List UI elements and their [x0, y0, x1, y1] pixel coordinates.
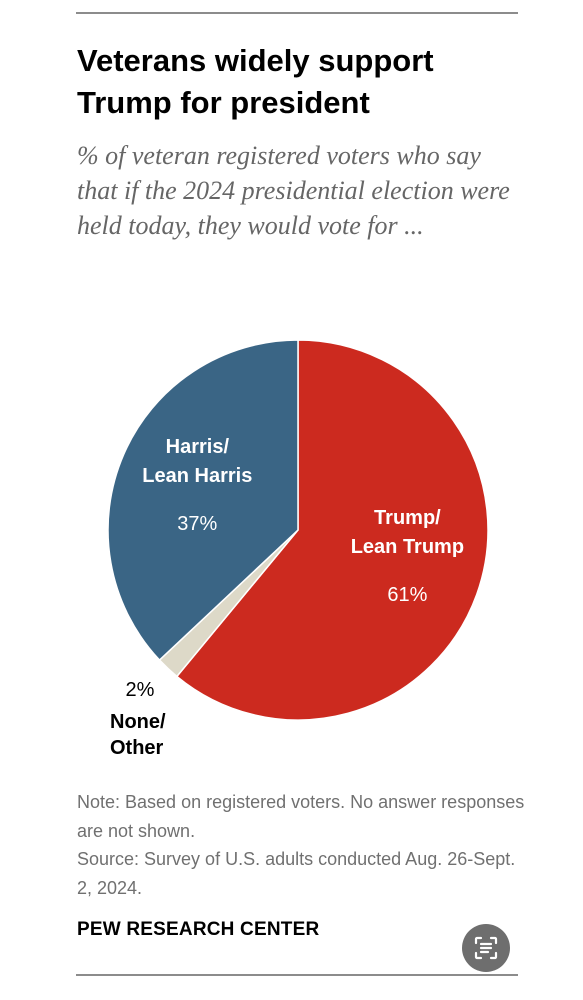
slice-name-line1-3: Harris/: [166, 436, 230, 458]
chart-subtitle: % of veteran registered voters who say t…: [77, 141, 510, 240]
pie-slices: [107, 339, 489, 721]
chart-title: Veterans widely support Trump for presid…: [77, 43, 434, 120]
slice-name-line2-1: Lean Trump: [351, 536, 464, 558]
pie-slice-1: [175, 339, 489, 721]
bottom-rule: [76, 974, 518, 976]
pie-slice-3: [107, 339, 299, 662]
slice-name-line2-3: Lean Harris: [142, 465, 252, 487]
note-block: Note: Based on registered voters. No ans…: [77, 788, 527, 902]
pie-labels: Trump/Lean Trump 61% 2% None/Other Harris/Le…: [110, 436, 464, 759]
scan-text-button[interactable]: [462, 924, 510, 972]
slice-value-label-1: 61%: [387, 584, 427, 606]
note-text: Note: Based on registered voters. No ans…: [77, 792, 525, 841]
slice-name-line1-2: None/: [110, 711, 166, 733]
scan-text-icon: [474, 936, 498, 960]
top-rule: [76, 12, 518, 14]
slice-name-line1-1: Trump/: [374, 507, 441, 529]
pew-research-center-logo: PEW RESEARCH CENTER: [77, 919, 320, 940]
slice-value-label-2: 2%: [126, 679, 155, 701]
slice-value-label-3: 37%: [177, 513, 217, 535]
source-text: Source: Survey of U.S. adults conducted …: [77, 849, 516, 898]
slice-name-line2-2: Other: [110, 737, 164, 759]
